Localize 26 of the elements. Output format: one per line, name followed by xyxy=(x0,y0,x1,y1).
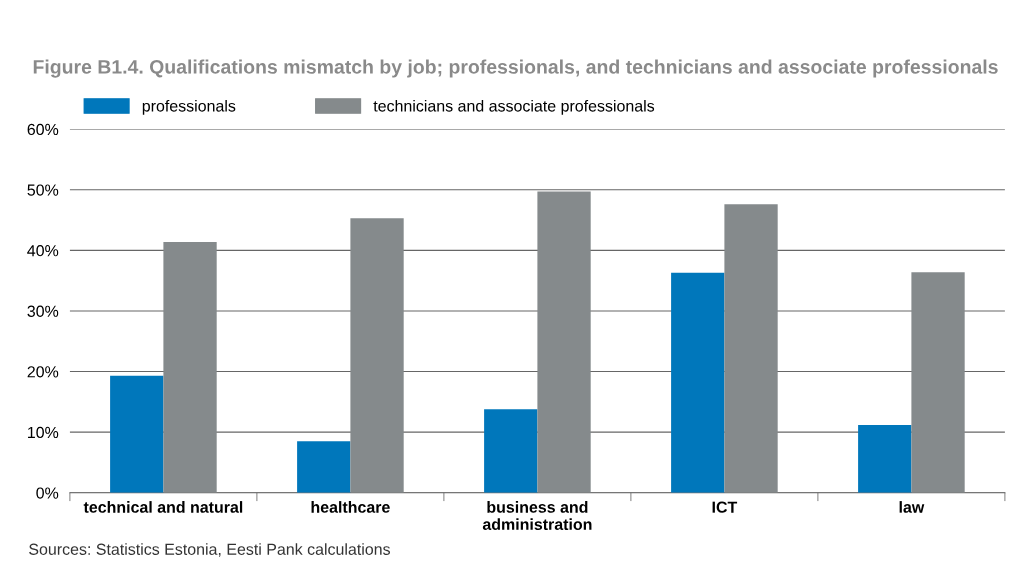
bar xyxy=(537,191,591,493)
bar xyxy=(297,441,351,493)
y-tick-label: 20% xyxy=(27,366,59,378)
y-tick-label: 40% xyxy=(27,244,59,257)
legend-label: professionals xyxy=(142,99,236,115)
x-tick-label: business and administration xyxy=(482,501,592,531)
y-tick-label: 60% xyxy=(27,123,59,136)
bar xyxy=(484,409,538,493)
x-tick-label: ICT xyxy=(712,501,738,513)
bar xyxy=(350,218,404,493)
x-tick-label: technical and natural xyxy=(83,501,243,513)
legend-label: technicians and associate professionals xyxy=(373,99,655,115)
bar xyxy=(671,272,725,493)
bar xyxy=(110,375,164,493)
y-tick-label: 0% xyxy=(36,487,59,499)
y-tick-label: 10% xyxy=(28,426,59,439)
source-note: Sources: Statistics Estonia, Eesti Pank calculations xyxy=(29,543,390,557)
y-tick-label: 30% xyxy=(27,305,59,317)
bar xyxy=(724,204,778,493)
bar xyxy=(858,424,912,493)
bar xyxy=(911,272,965,493)
bar xyxy=(163,241,217,493)
x-tick-label: healthcare xyxy=(311,501,390,513)
chart-title: Figure B1.4. Qualifications mismatch by job; professionals, and technicians and associate professionals xyxy=(33,59,998,78)
x-tick-label: law xyxy=(899,501,925,513)
y-tick-label: 50% xyxy=(27,184,59,196)
